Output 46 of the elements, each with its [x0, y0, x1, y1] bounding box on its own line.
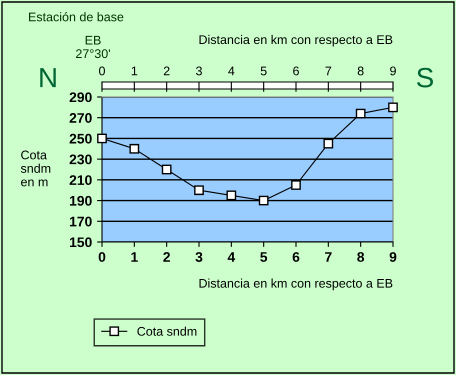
text: Estación de base [29, 12, 124, 22]
x-tick-label: 4 [228, 252, 236, 262]
x-axis-title: Distancia en km con respecto a EB [200, 278, 392, 290]
legend-label: Cota sndm [137, 326, 196, 336]
point [129, 144, 140, 154]
x2-tick-label: 8 [358, 66, 364, 76]
point [291, 180, 301, 190]
x-tick-label: 2 [163, 252, 170, 262]
point [323, 138, 334, 148]
y-tick-label: 150 [70, 237, 92, 248]
x-tick-label: 9 [390, 252, 396, 262]
x-tick-label: 1 [131, 252, 138, 262]
x2-tick-label: 6 [293, 66, 299, 76]
x2-tick-label: 3 [196, 66, 202, 76]
point [258, 196, 269, 206]
x-tick-label: 8 [357, 252, 364, 262]
x-tick-label: 0 [98, 252, 106, 262]
x2-tick-label: 0 [99, 66, 105, 76]
y-tick-label: 250 [70, 134, 92, 144]
point [388, 102, 398, 112]
x-tick-label: 7 [325, 252, 332, 262]
point [97, 134, 107, 144]
x2-tick-label: 7 [326, 66, 332, 76]
text: N [40, 68, 56, 88]
point [194, 185, 204, 196]
y-tick-label: 190 [70, 196, 92, 206]
point [162, 164, 172, 174]
point [226, 190, 236, 200]
point [356, 108, 366, 118]
x2-tick-label: 9 [390, 66, 396, 76]
x2-tick-label: 2 [164, 66, 170, 76]
y-tick-label: 290 [70, 92, 92, 102]
text: EB 27°30' [76, 36, 110, 58]
y-tick-label: 230 [70, 154, 92, 164]
x-tick-label: 3 [195, 252, 202, 262]
x2-tick-label: 1 [132, 66, 138, 76]
y-tick-label: 170 [70, 216, 92, 226]
y-tick-label: 210 [70, 175, 92, 186]
y-tick-label: 270 [70, 113, 92, 123]
x2-tick-label: 4 [228, 66, 234, 76]
x-tick-label: 5 [260, 252, 268, 262]
y-axis-title: Cota sndm en m [20, 150, 50, 186]
x2-axis-title: Distancia en km con respecto a EB [200, 34, 392, 47]
text: S [417, 68, 433, 88]
x2-tick-label: 5 [260, 66, 267, 76]
x-tick-label: 6 [292, 252, 300, 262]
